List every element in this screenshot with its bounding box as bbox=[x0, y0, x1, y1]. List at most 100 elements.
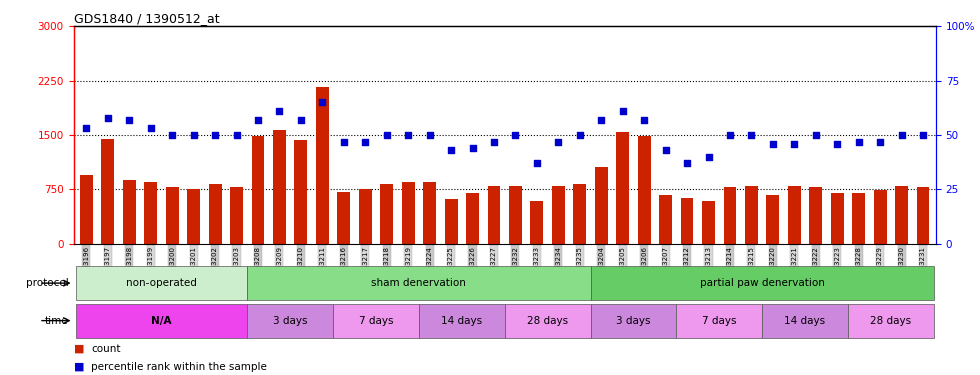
Text: ■: ■ bbox=[74, 344, 87, 354]
Bar bbox=[75, 266, 247, 300]
Text: GSM53214: GSM53214 bbox=[727, 246, 733, 284]
Text: 3 days: 3 days bbox=[616, 316, 651, 326]
Bar bbox=[423, 182, 436, 244]
Text: GSM53206: GSM53206 bbox=[641, 246, 647, 284]
Bar bbox=[916, 187, 929, 244]
Bar bbox=[591, 304, 676, 338]
Text: GSM53227: GSM53227 bbox=[491, 246, 497, 284]
Text: GSM53223: GSM53223 bbox=[834, 246, 840, 284]
Text: time: time bbox=[45, 316, 69, 326]
Text: 14 days: 14 days bbox=[441, 316, 482, 326]
Text: GSM53218: GSM53218 bbox=[384, 246, 390, 284]
Text: GSM53232: GSM53232 bbox=[513, 246, 518, 284]
Text: partial paw denervation: partial paw denervation bbox=[700, 278, 824, 288]
Point bbox=[744, 132, 760, 138]
Bar bbox=[294, 140, 308, 244]
Bar bbox=[681, 198, 694, 244]
Text: GSM53204: GSM53204 bbox=[598, 246, 605, 284]
Text: GSM53212: GSM53212 bbox=[684, 246, 690, 284]
Text: GSM53221: GSM53221 bbox=[791, 246, 798, 284]
Point bbox=[765, 141, 781, 147]
Bar bbox=[552, 186, 564, 244]
Text: non-operated: non-operated bbox=[126, 278, 197, 288]
Text: protocol: protocol bbox=[25, 278, 69, 288]
Text: GSM53202: GSM53202 bbox=[212, 246, 219, 284]
Text: GSM53228: GSM53228 bbox=[856, 246, 861, 284]
Point bbox=[250, 117, 266, 123]
Bar bbox=[874, 190, 887, 244]
Bar bbox=[509, 186, 522, 244]
Bar bbox=[745, 186, 758, 244]
Bar bbox=[337, 192, 350, 244]
Point bbox=[421, 132, 437, 138]
Bar bbox=[766, 195, 779, 244]
Text: GSM53224: GSM53224 bbox=[426, 246, 432, 284]
Point bbox=[508, 132, 523, 138]
Bar bbox=[466, 194, 479, 244]
Point bbox=[614, 108, 630, 114]
Point bbox=[701, 154, 716, 160]
Point bbox=[186, 132, 202, 138]
Bar bbox=[638, 136, 651, 244]
Point bbox=[78, 126, 94, 132]
Bar bbox=[144, 182, 157, 244]
Point bbox=[851, 138, 866, 144]
Point bbox=[122, 117, 137, 123]
Bar bbox=[75, 304, 247, 338]
Point bbox=[551, 138, 566, 144]
Text: GSM53229: GSM53229 bbox=[877, 246, 883, 284]
Text: GSM53210: GSM53210 bbox=[298, 246, 304, 284]
Text: GSM53233: GSM53233 bbox=[534, 246, 540, 284]
Text: GSM53234: GSM53234 bbox=[556, 246, 562, 284]
Bar bbox=[380, 184, 393, 244]
Point bbox=[722, 132, 738, 138]
Bar bbox=[595, 167, 608, 244]
Point bbox=[143, 126, 159, 132]
Text: GSM53207: GSM53207 bbox=[662, 246, 668, 284]
Bar bbox=[895, 186, 908, 244]
Text: percentile rank within the sample: percentile rank within the sample bbox=[91, 362, 267, 372]
Bar bbox=[230, 187, 243, 244]
Bar bbox=[487, 186, 501, 244]
Point bbox=[787, 141, 803, 147]
Text: GSM53200: GSM53200 bbox=[170, 246, 175, 284]
Bar bbox=[166, 187, 178, 244]
Point bbox=[679, 160, 695, 166]
Bar bbox=[252, 136, 265, 244]
Bar bbox=[723, 187, 736, 244]
Point bbox=[829, 141, 845, 147]
Point bbox=[443, 147, 459, 153]
Text: GSM53222: GSM53222 bbox=[812, 246, 818, 284]
Bar bbox=[616, 132, 629, 244]
Text: ■: ■ bbox=[74, 362, 87, 372]
Text: count: count bbox=[91, 344, 121, 354]
Bar bbox=[762, 304, 848, 338]
Point bbox=[808, 132, 823, 138]
Text: GSM53213: GSM53213 bbox=[706, 246, 711, 284]
Text: N/A: N/A bbox=[151, 316, 171, 326]
Text: 3 days: 3 days bbox=[272, 316, 308, 326]
Text: GDS1840 / 1390512_at: GDS1840 / 1390512_at bbox=[74, 12, 220, 25]
Bar bbox=[187, 189, 200, 244]
Point bbox=[486, 138, 502, 144]
Text: GSM53197: GSM53197 bbox=[105, 246, 111, 284]
Bar bbox=[853, 193, 865, 244]
Bar bbox=[402, 182, 415, 244]
Text: GSM53196: GSM53196 bbox=[83, 246, 89, 284]
Text: 7 days: 7 days bbox=[359, 316, 393, 326]
Text: GSM53226: GSM53226 bbox=[469, 246, 475, 284]
Bar bbox=[316, 87, 328, 244]
Point bbox=[465, 145, 480, 151]
Point bbox=[894, 132, 909, 138]
Point bbox=[358, 138, 373, 144]
Point bbox=[293, 117, 309, 123]
Text: GSM53205: GSM53205 bbox=[619, 246, 625, 284]
Bar bbox=[122, 180, 135, 244]
Text: 14 days: 14 days bbox=[784, 316, 825, 326]
Text: GSM53201: GSM53201 bbox=[191, 246, 197, 284]
Text: GSM53225: GSM53225 bbox=[448, 246, 454, 284]
Bar bbox=[809, 187, 822, 244]
Text: GSM53235: GSM53235 bbox=[577, 246, 583, 284]
Bar bbox=[333, 304, 418, 338]
Text: GSM53209: GSM53209 bbox=[276, 246, 282, 284]
